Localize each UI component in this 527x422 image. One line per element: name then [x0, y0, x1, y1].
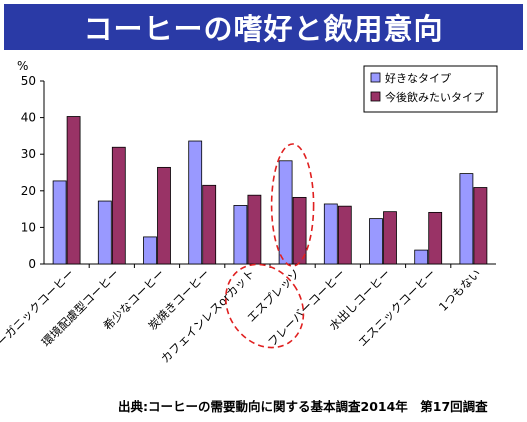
bar-want: [202, 184, 217, 265]
highlight-ellipse-label: [224, 263, 305, 349]
legend-box: [363, 65, 498, 113]
bar-want: [247, 194, 262, 265]
bar-like: [278, 160, 293, 265]
bar-like: [414, 249, 429, 265]
legend-swatch-like: [370, 72, 381, 83]
x-axis-labels: オーガニックコーヒー環境配慮型コーヒー希少なコーヒー炭焼きコーヒーカフェインレス…: [0, 266, 484, 366]
y-tick-label: 10: [21, 220, 36, 234]
bar-like: [188, 140, 203, 265]
x-tick-label: フレーバーコーヒー: [265, 266, 348, 349]
bar-like: [369, 218, 383, 265]
y-tick-label: 50: [21, 74, 36, 88]
bar-like: [233, 205, 248, 265]
page-title: コーヒーの嗜好と飲用意向: [83, 12, 444, 46]
x-tick-label: 1つもない: [436, 266, 484, 314]
bar-like: [143, 236, 157, 265]
bar-want: [66, 116, 81, 265]
bar-like: [323, 203, 338, 265]
x-tick-label: 環境配慮型コーヒー: [39, 266, 122, 349]
legend-label-want: 今後飲みたいタイプ: [385, 90, 484, 104]
legend-swatch-want: [370, 91, 381, 102]
chart-bars: [52, 116, 488, 265]
espresso-highlight: [224, 143, 315, 349]
x-tick-label: エスニックコーヒー: [355, 266, 438, 349]
bar-want: [111, 146, 126, 265]
bar-want: [337, 205, 352, 265]
bar-want: [292, 196, 307, 265]
y-tick-label: 40: [21, 111, 36, 125]
y-axis-unit: %: [17, 59, 28, 73]
bar-like: [459, 173, 474, 265]
bar-want: [428, 211, 443, 265]
title-banner: コーヒーの嗜好と飲用意向: [4, 4, 523, 50]
bar-want: [383, 211, 397, 265]
y-tick-label: 30: [21, 147, 36, 161]
bar-want: [157, 166, 171, 265]
chart-legend: 好きなタイプ 今後飲みたいタイプ: [363, 65, 498, 113]
y-tick-label: 0: [28, 257, 36, 271]
y-tick-label: 20: [21, 184, 36, 198]
legend-label-like: 好きなタイプ: [385, 71, 451, 85]
bar-like: [97, 200, 112, 265]
x-tick-label: カフェインレスorカット: [158, 266, 258, 366]
bar-want: [473, 187, 488, 265]
highlight-ellipse-bars: [270, 143, 315, 267]
source-note: 出典:コーヒーの需要動向に関する基本調査2014年 第17回調査: [118, 399, 488, 414]
bar-like: [52, 180, 67, 265]
